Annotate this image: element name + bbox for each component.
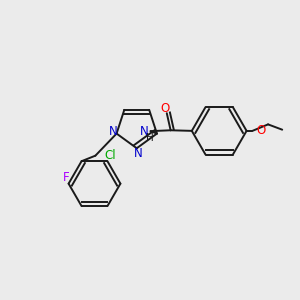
Text: N: N bbox=[108, 125, 117, 138]
Text: N: N bbox=[140, 125, 148, 138]
Text: F: F bbox=[63, 171, 70, 184]
Text: Cl: Cl bbox=[105, 149, 116, 162]
Text: H: H bbox=[146, 133, 153, 142]
Text: O: O bbox=[256, 124, 265, 137]
Text: O: O bbox=[160, 102, 169, 115]
Text: N: N bbox=[134, 147, 142, 160]
